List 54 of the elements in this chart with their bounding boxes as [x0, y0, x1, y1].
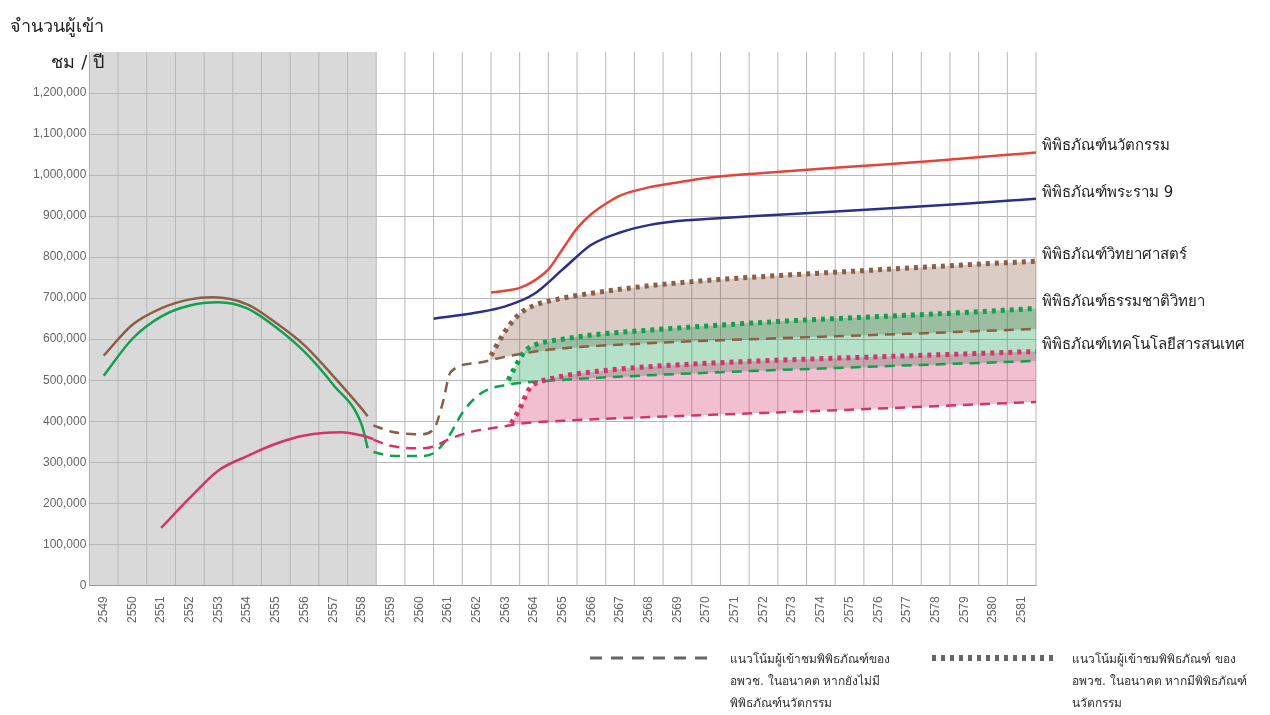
series-label: พิพิธภัณฑ์วิทยาศาสตร์ [1042, 245, 1187, 264]
series-label: พิพิธภัณฑ์เทคโนโลยีสารสนเทศ [1042, 335, 1245, 354]
y-tick-label: 100,000 [42, 536, 87, 551]
x-tick-label: 2580 [985, 595, 1000, 624]
x-tick-label: 2576 [870, 595, 885, 624]
y-tick-label: 200,000 [42, 495, 87, 510]
x-tick-label: 2566 [583, 595, 598, 624]
x-tick-label: 2555 [268, 595, 283, 624]
x-tick-label: 2579 [956, 595, 971, 624]
series-label: พิพิธภัณฑ์นวัตกรรม [1042, 136, 1170, 155]
x-tick-label: 2563 [497, 595, 512, 624]
x-tick-label: 2564 [526, 595, 541, 624]
x-tick-label: 2552 [182, 595, 197, 624]
x-tick-label: 2570 [698, 595, 713, 624]
y-tick-label: 300,000 [42, 454, 87, 469]
series-label: พิพิธภัณฑ์พระราม 9 [1042, 182, 1174, 201]
series-label: พิพิธภัณฑ์ธรรมชาติวิทยา [1042, 292, 1205, 311]
x-tick-label: 2575 [841, 595, 856, 624]
x-tick-label: 2565 [555, 595, 569, 624]
y-tick-label: 1,200,000 [32, 85, 87, 100]
x-tick-label: 2581 [1013, 595, 1028, 624]
x-tick-label: 2553 [210, 595, 225, 624]
x-tick-label: 2562 [468, 595, 483, 624]
y-axis-title: จำนวนผู้เข้าชม / ปี [9, 14, 104, 74]
x-tick-label: 2558 [354, 595, 369, 624]
x-tick-label: 2578 [927, 595, 942, 624]
x-tick-label: 2574 [813, 595, 828, 624]
x-tick-label: 2572 [755, 595, 770, 624]
y-tick-label: 1,100,000 [32, 126, 87, 141]
x-tick-label: 2557 [325, 595, 340, 624]
x-tick-label: 2577 [899, 595, 914, 624]
x-tick-label: 2568 [641, 595, 656, 624]
y-tick-label: 1,000,000 [32, 167, 87, 182]
x-tick-label: 2567 [612, 595, 627, 624]
x-tick-label: 2573 [784, 595, 799, 624]
x-tick-label: 2569 [669, 595, 684, 624]
text: แนวโน้มผู้เข้าชมพิพิธภัณฑ์ ของ อพวช. ในอนาคต หากมีพิพิธภัณฑ์นวัตกรรม [1072, 651, 1249, 712]
y-tick-label: 900,000 [42, 208, 87, 223]
x-tick-label: 2571 [727, 595, 742, 624]
x-tick-label: 2560 [411, 595, 426, 624]
text: แนวโน้มผู้เข้าชมพิพิธภัณฑ์ของ อพวช. ในอนาคต หากยังไม่มีพิพิธภัณฑ์นวัตกรรม [730, 651, 891, 712]
x-tick-label: 2559 [382, 595, 397, 624]
y-tick-label: 700,000 [42, 290, 87, 305]
y-tick-label: 800,000 [42, 249, 87, 264]
y-tick-label: 500,000 [42, 372, 87, 387]
x-tick-label: 2556 [296, 595, 311, 624]
x-tick-label: 2549 [96, 595, 111, 624]
y-tick-label: 0 [79, 577, 87, 592]
x-tick-label: 2554 [239, 595, 254, 624]
x-tick-label: 2561 [440, 595, 455, 624]
y-tick-label: 600,000 [42, 331, 87, 346]
y-tick-label: 400,000 [42, 413, 87, 428]
x-tick-label: 2550 [124, 595, 139, 624]
x-tick-label: 2551 [153, 595, 168, 624]
